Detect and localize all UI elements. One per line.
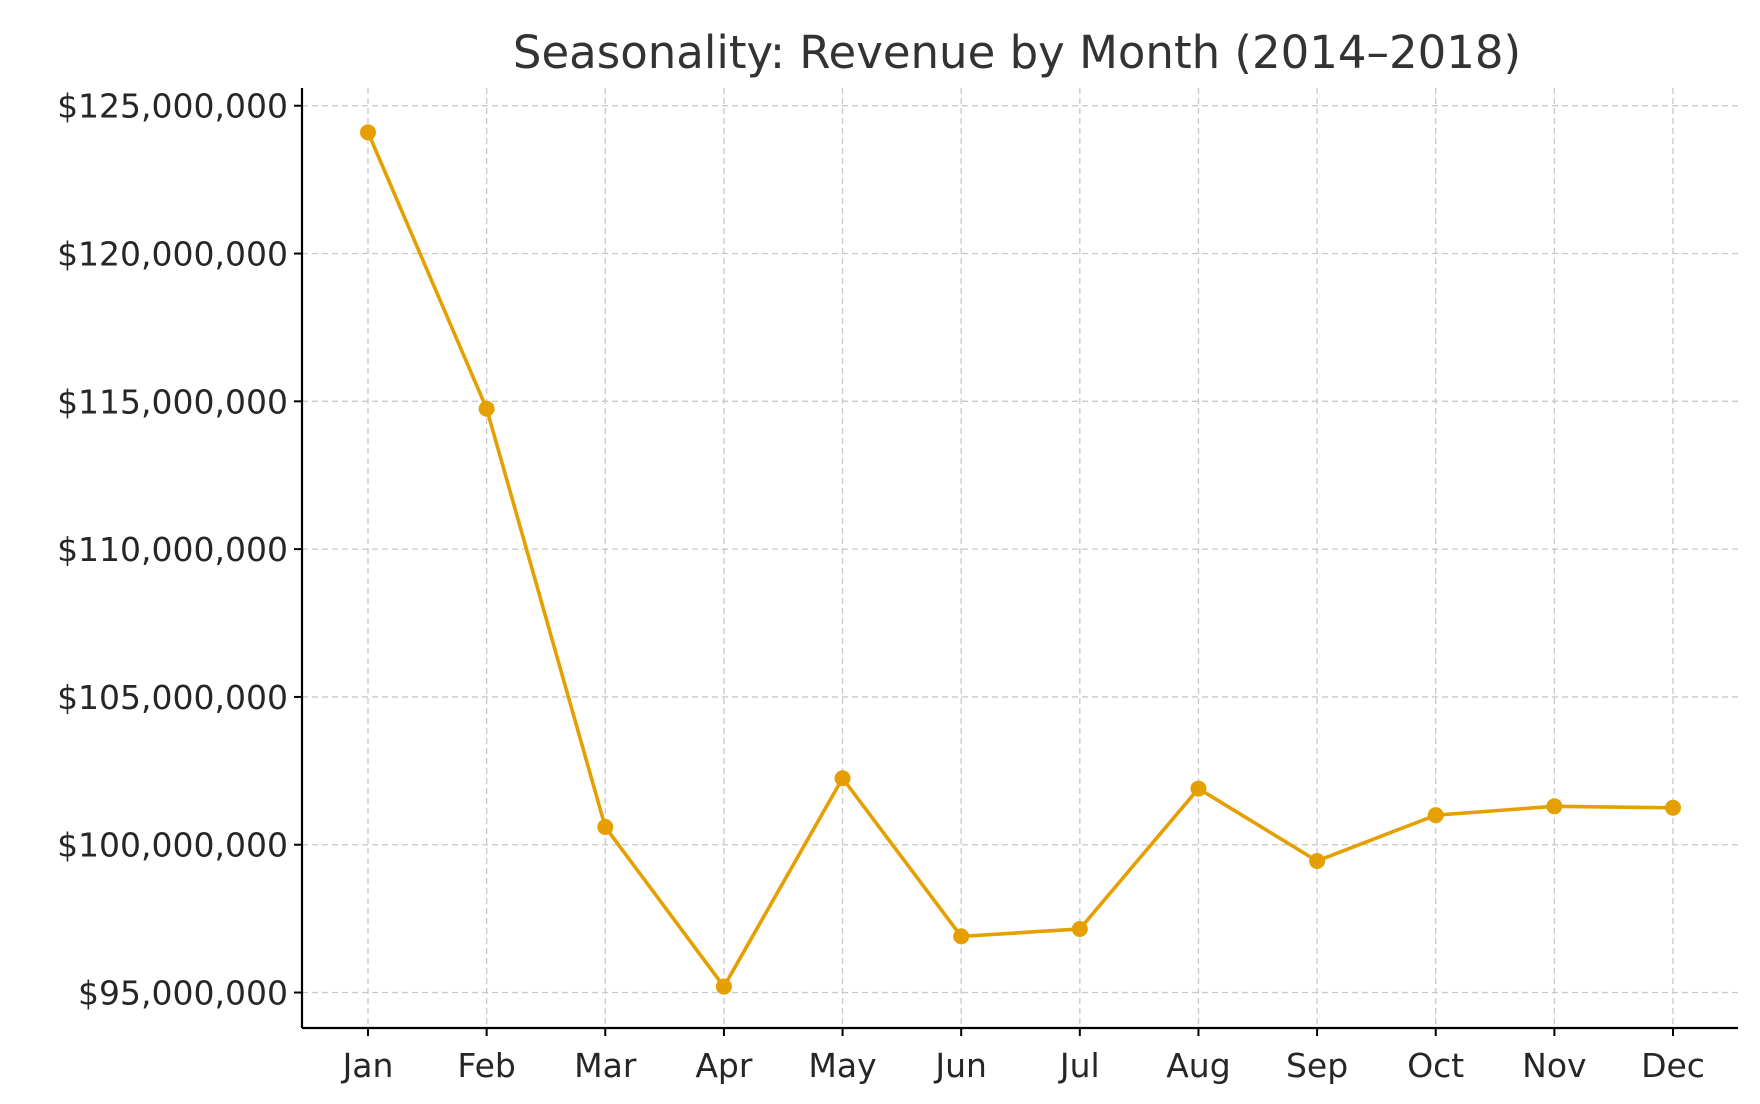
grid-lines <box>302 88 1738 1028</box>
data-point <box>1665 799 1681 816</box>
series-line <box>366 130 1675 989</box>
data-point <box>1190 780 1207 797</box>
y-tick-label: $120,000,000 <box>57 235 288 274</box>
y-axis-ticks: $95,000,000 $100,000,000 $105,000,000 $110,… <box>57 87 302 1013</box>
y-tick-label: $105,000,000 <box>57 678 288 717</box>
x-tick-label: Aug <box>1166 1046 1230 1085</box>
y-tick-label: $95,000,000 <box>78 974 288 1013</box>
y-tick-label: $115,000,000 <box>57 382 288 421</box>
x-tick-label: Oct <box>1407 1046 1464 1085</box>
data-point <box>478 400 495 417</box>
data-point <box>1427 807 1444 824</box>
x-tick-label: Jun <box>933 1046 987 1085</box>
x-tick-label: Jul <box>1058 1046 1100 1085</box>
y-tick-label: $100,000,000 <box>57 826 288 865</box>
x-axis-ticks: Jan Feb Mar Apr May Jun Jul Aug Sep Oct Nov Dec <box>341 1028 1705 1085</box>
x-tick-label: Mar <box>574 1046 637 1085</box>
data-point <box>1309 852 1326 869</box>
x-tick-label: Sep <box>1286 1046 1348 1085</box>
y-tick-label: $110,000,000 <box>57 530 288 569</box>
chart-title: Seasonality: Revenue by Month (2014–2018… <box>513 26 1521 79</box>
data-point <box>597 818 614 835</box>
x-tick-label: Dec <box>1641 1046 1705 1085</box>
x-tick-label: Jan <box>341 1046 394 1085</box>
data-point <box>953 928 970 945</box>
data-point <box>1546 798 1563 815</box>
data-point <box>360 124 376 141</box>
data-point <box>1071 920 1088 937</box>
data-point <box>834 770 851 787</box>
x-tick-label: Apr <box>695 1046 753 1085</box>
axes <box>300 88 1738 1030</box>
x-tick-label: Feb <box>457 1046 515 1085</box>
series-layer <box>360 124 1681 995</box>
y-tick-label: $125,000,000 <box>57 87 288 126</box>
x-tick-label: May <box>808 1046 876 1085</box>
data-point <box>715 978 732 995</box>
x-tick-label: Nov <box>1522 1046 1586 1085</box>
